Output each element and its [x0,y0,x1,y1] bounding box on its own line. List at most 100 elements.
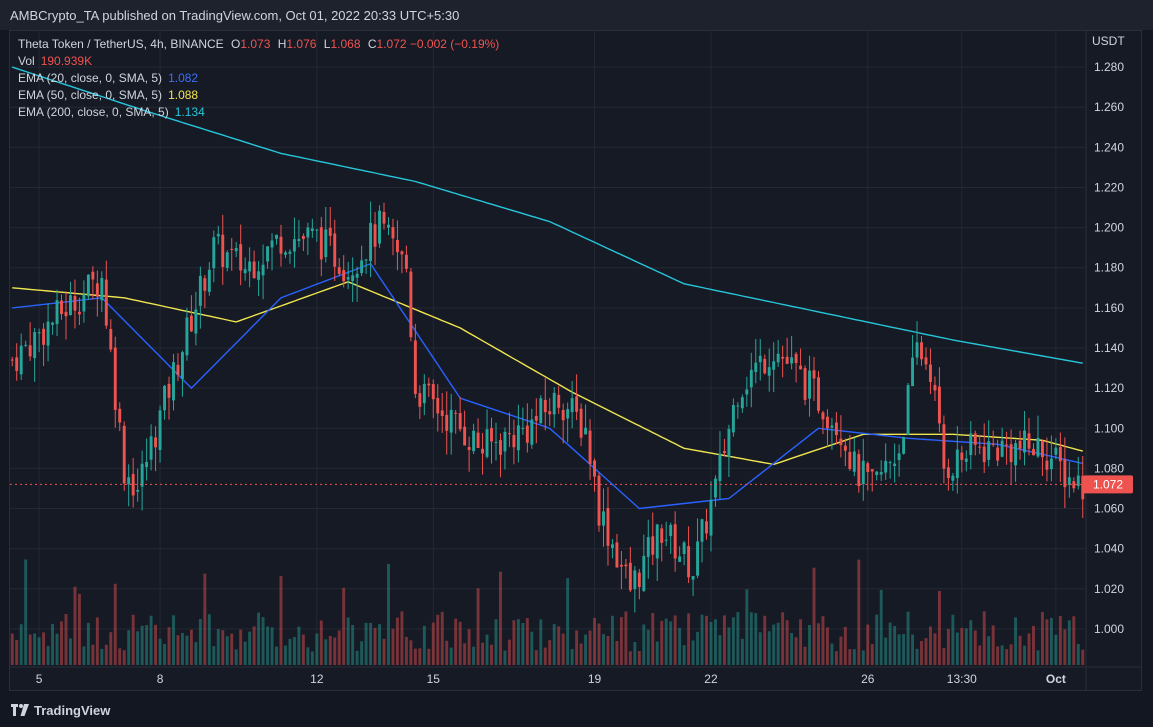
volume-bar [848,649,852,665]
candle-body [64,311,68,317]
volume-bar [198,618,202,665]
volume-bar [530,631,534,665]
candle-body [395,239,399,253]
symbol-label[interactable]: Theta Token / TetherUS, 4h, BINANCE [18,37,224,51]
volume-bar [207,614,211,665]
candle-body [346,277,350,280]
y-tick-label: 1.060 [1094,502,1124,516]
candle-body [530,419,534,445]
volume-bar [360,641,364,665]
volume-label[interactable]: Vol [18,54,35,68]
candle-body [454,412,458,414]
volume-bar [163,644,166,665]
candle-body [122,425,126,484]
candle-body [427,383,431,386]
volume-bar [570,649,574,665]
volume-bar [234,649,238,665]
volume-bar [790,633,794,665]
candle-body [113,347,117,410]
volume-bar [946,628,950,665]
volume-bar [978,645,982,665]
ema200-label[interactable]: EMA (200, close, 0, SMA, 5) [18,105,169,119]
candle-body [230,248,234,250]
candle-body [306,227,310,238]
volume-bar [516,619,520,665]
candle-body [69,295,72,316]
candle-body [929,364,932,382]
candle-body [933,384,937,391]
volume-bar [301,634,305,665]
volume-bar [230,633,234,665]
candle-body [964,458,968,462]
volume-bar [1072,616,1076,665]
candle-body [772,361,776,370]
candle-body [172,362,175,401]
volume-bar [203,573,207,665]
candle-body [602,511,605,526]
volume-bar [216,628,220,665]
candle-body [799,365,803,370]
candle-body [942,424,946,469]
candle-body [436,397,440,414]
candle-body [642,555,646,591]
candle-body [946,467,950,479]
volume-bar [252,626,256,665]
volume-bar [69,638,72,665]
volume-bar [1036,650,1040,665]
ohlc-high-key: H [277,37,287,51]
candle-body [288,251,292,254]
candle-body [843,445,847,451]
candle-body [1081,475,1085,500]
brand-name[interactable]: TradingView [34,703,111,718]
candle-body [324,229,328,258]
ema50-label[interactable]: EMA (50, close, 0, SMA, 5) [18,88,163,102]
candle-body [185,317,189,356]
volume-bar [24,559,28,665]
candle-body [46,321,50,346]
candle-body [749,369,753,388]
volume-value: 190.939K [40,54,93,68]
volume-bar [955,632,959,665]
volume-bar [861,650,865,665]
volume-bar [857,559,861,665]
candle-body [445,414,449,431]
ema20-label[interactable]: EMA (20, close, 0, SMA, 5) [18,71,163,85]
candle-body [754,362,758,373]
volume-bar [391,628,395,665]
candle-body [149,436,153,460]
volume-bar [503,650,507,665]
candle-body [669,524,673,537]
candle-body [400,251,404,255]
volume-bar [552,624,556,665]
candle-body [1023,430,1026,453]
candle-body [1054,447,1058,455]
ohlc-low: 1.068 [330,37,361,51]
volume-bar [875,614,879,665]
volume-bar [73,586,77,665]
publish-header: AMBCrypto_TA published on TradingView.co… [0,0,1153,30]
x-tick-label: 19 [588,672,602,686]
candle-body [937,386,941,424]
chart-frame[interactable] [9,30,1142,691]
x-tick-label: 5 [36,672,43,686]
y-tick-label: 1.020 [1094,582,1124,596]
candle-body [682,542,686,554]
volume-bar [458,621,462,665]
candle-body [678,556,682,562]
candle-body [570,398,574,413]
candle-body [310,228,314,232]
volume-bar [176,635,180,665]
volume-bar [378,624,381,665]
candle-body [557,394,561,408]
volume-bar [911,634,915,665]
x-tick-label: 13:30 [947,672,977,686]
candle-body [458,413,462,430]
volume-bar [1027,633,1031,665]
grid-lines [10,31,1085,665]
current-price-marker: 1.072 [10,475,1133,494]
x-tick-label: 8 [157,672,164,686]
candle-body [194,309,198,334]
volume-bar [449,647,453,665]
candle-body [418,393,422,407]
